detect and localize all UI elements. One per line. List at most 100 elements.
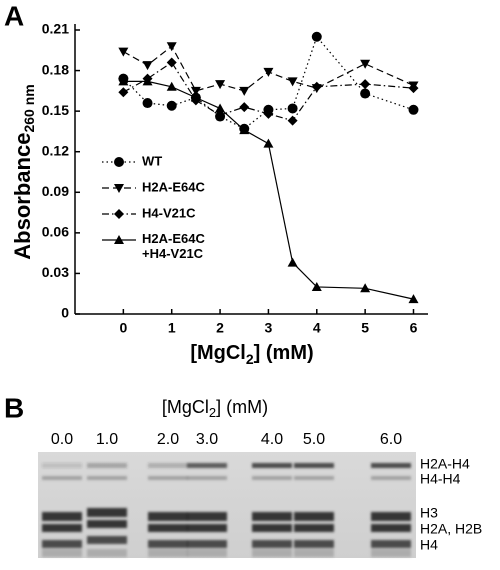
data-point xyxy=(311,281,322,291)
lane-label: 4.0 xyxy=(261,431,283,448)
data-point xyxy=(239,86,250,96)
data-point xyxy=(239,125,250,135)
x-tick-label: 6 xyxy=(410,320,418,336)
band xyxy=(148,540,188,548)
band xyxy=(252,476,292,480)
gel-bands xyxy=(42,463,411,557)
band xyxy=(294,524,334,532)
band xyxy=(148,512,188,521)
band xyxy=(87,508,127,517)
data-point xyxy=(118,47,129,57)
band-label: H2A, H2B xyxy=(420,521,482,537)
lane-label: 0.0 xyxy=(51,431,73,448)
x-label-pre: [MgCl xyxy=(190,342,246,364)
data-point xyxy=(287,103,298,114)
data-point xyxy=(239,102,250,113)
band-label: H4-H4 xyxy=(420,471,461,487)
band xyxy=(42,476,82,480)
band xyxy=(294,476,334,480)
data-point xyxy=(215,103,226,113)
data-point xyxy=(190,92,201,102)
data-point xyxy=(166,42,177,52)
legend-marker xyxy=(114,209,124,219)
data-point xyxy=(263,67,274,77)
band xyxy=(252,512,292,521)
legend-label: H2A-E64C xyxy=(142,179,205,194)
legend-label: H2A-E64C +H4-V21C xyxy=(142,231,205,261)
band xyxy=(371,549,411,557)
band-label: H4 xyxy=(420,537,438,553)
legend-marker xyxy=(114,184,124,193)
data-point xyxy=(142,98,153,109)
band xyxy=(294,512,334,521)
data-point xyxy=(287,77,298,87)
band xyxy=(371,524,411,532)
band xyxy=(148,549,188,557)
band xyxy=(187,463,227,468)
x-label-sub: 2 xyxy=(246,351,254,367)
data-point xyxy=(360,283,371,293)
band xyxy=(87,536,127,544)
data-point xyxy=(166,100,177,111)
lane-label: 3.0 xyxy=(196,431,218,448)
band xyxy=(42,540,82,548)
data-point xyxy=(311,81,322,92)
data-point xyxy=(360,79,371,90)
band-label: H3 xyxy=(420,505,438,521)
x-axis-label: [MgCl2] (mM) xyxy=(190,342,313,366)
band xyxy=(87,463,127,468)
legend-label: H4-V21C xyxy=(142,205,196,220)
x-tick-label: 5 xyxy=(361,320,369,336)
x-tick-label: 4 xyxy=(313,320,321,336)
legend-label: WT xyxy=(142,153,162,168)
x-tick-label: 0 xyxy=(119,320,127,336)
band xyxy=(187,524,227,532)
y-axis-label: Absorbance260 nm xyxy=(10,84,37,259)
data-point xyxy=(215,110,226,121)
band xyxy=(187,549,227,557)
band xyxy=(187,476,227,480)
band xyxy=(187,540,227,548)
y-label-main: Absorbance xyxy=(10,133,35,260)
band xyxy=(87,520,127,528)
band xyxy=(252,540,292,548)
band xyxy=(42,512,82,521)
data-point xyxy=(118,76,129,86)
y-tick-label: 0.03 xyxy=(42,264,69,280)
panel-label: A xyxy=(4,0,24,31)
band-label: H2A-H4 xyxy=(420,456,470,472)
data-point xyxy=(190,86,201,96)
band xyxy=(148,524,188,532)
band xyxy=(294,540,334,548)
band xyxy=(42,549,82,557)
y-tick-label: 0 xyxy=(61,305,69,321)
lane-label: 2.0 xyxy=(157,431,179,448)
band xyxy=(252,549,292,557)
data-point xyxy=(263,108,274,119)
legend-marker xyxy=(114,157,124,167)
data-point xyxy=(166,57,177,68)
band xyxy=(42,524,82,532)
x-label-post: ] (mM) xyxy=(254,342,314,364)
gel-title-sub: 2 xyxy=(209,405,216,420)
x-tick-label: 1 xyxy=(168,320,176,336)
band xyxy=(87,549,127,557)
legend-marker xyxy=(114,235,124,244)
band xyxy=(371,512,411,521)
y-label-sub: 260 nm xyxy=(21,84,37,132)
y-tick-label: 0.09 xyxy=(42,183,69,199)
band xyxy=(148,463,188,468)
band xyxy=(252,463,292,468)
x-tick-label: 2 xyxy=(216,320,224,336)
lane-label: 6.0 xyxy=(380,431,402,448)
data-point xyxy=(408,83,419,94)
band xyxy=(371,463,411,468)
data-point xyxy=(166,81,177,91)
y-tick-label: 0.12 xyxy=(42,142,69,158)
panel-label: B xyxy=(4,392,24,423)
band xyxy=(148,476,188,480)
data-point xyxy=(287,115,298,126)
lane-label: 5.0 xyxy=(303,431,325,448)
data-point xyxy=(118,87,129,98)
